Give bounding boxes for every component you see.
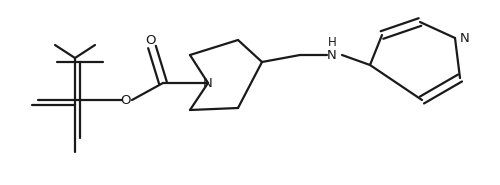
- Text: O: O: [120, 93, 130, 107]
- Text: N: N: [203, 77, 213, 90]
- Text: O: O: [145, 33, 156, 46]
- Text: H: H: [328, 36, 336, 48]
- Text: N: N: [327, 48, 337, 61]
- Text: N: N: [460, 31, 470, 45]
